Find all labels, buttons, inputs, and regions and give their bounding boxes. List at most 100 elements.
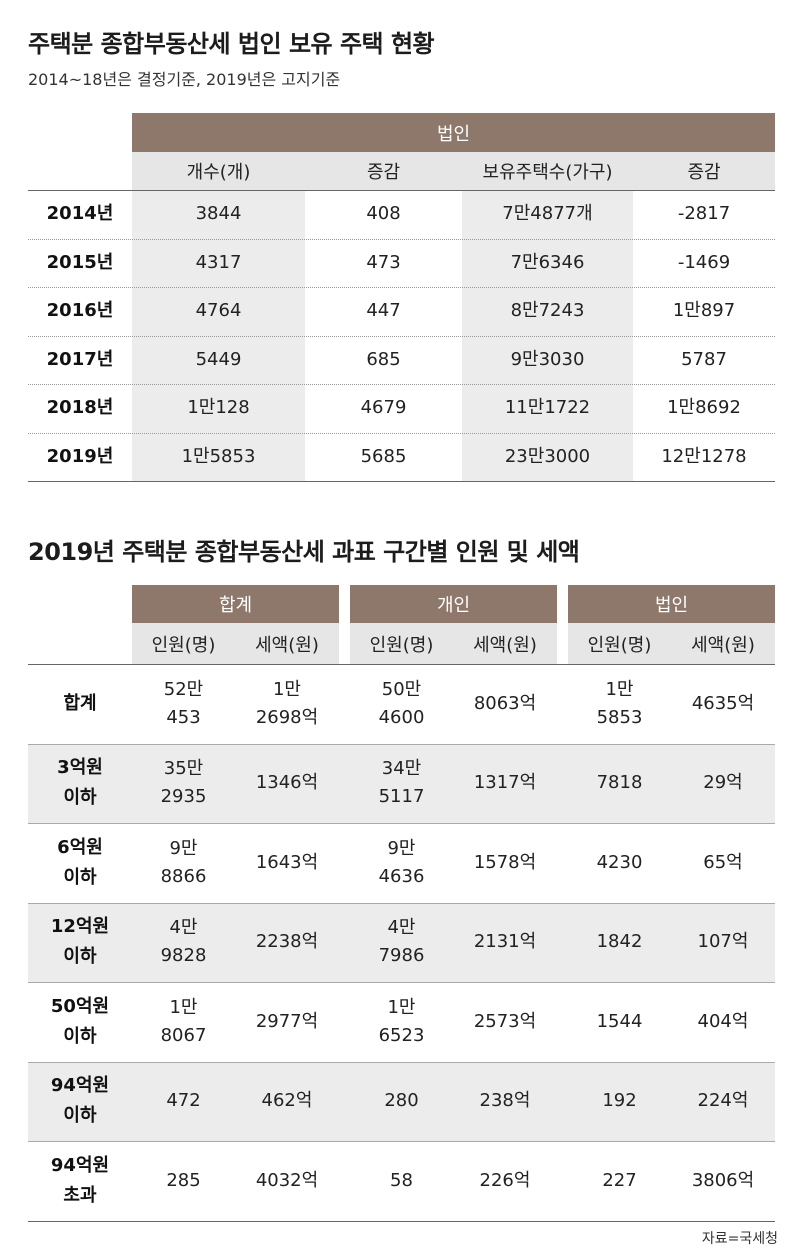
- row-shade: [28, 743, 775, 823]
- column-header: 증감: [305, 152, 462, 190]
- row-label: 합계: [63, 692, 97, 714]
- table-cell: 473: [366, 251, 401, 273]
- table-cell: 1643억: [255, 851, 319, 873]
- table-cell: 29억: [703, 772, 743, 794]
- row-label: 2015년: [46, 251, 114, 273]
- table-cell: 1842: [596, 931, 643, 953]
- row-shade: [28, 902, 775, 982]
- row-divider: [28, 743, 775, 745]
- row-label: 94억원 초과: [50, 1154, 110, 1206]
- table-cell: 8063억: [473, 692, 537, 714]
- row-label: 2014년: [46, 203, 114, 225]
- table-cell: 285: [166, 1169, 201, 1191]
- table-cell: 9만 8866: [160, 837, 207, 887]
- table-cell: -1469: [677, 251, 731, 273]
- table-cell: 238억: [479, 1090, 531, 1112]
- table-cell: 404억: [697, 1010, 749, 1032]
- group-header: 합계: [132, 585, 339, 623]
- table-cell: 11만1722: [504, 397, 591, 419]
- table-cell: 58: [390, 1169, 413, 1191]
- column-header: 개수(개): [132, 152, 305, 190]
- column-header: 세액(원): [453, 623, 557, 664]
- table-cell: 2573억: [473, 1010, 537, 1032]
- header-rule: [28, 190, 775, 191]
- table-cell: 1만128: [187, 397, 250, 419]
- table-cell: 35만 2935: [160, 758, 207, 808]
- table-cell: 9만3030: [510, 348, 585, 370]
- row-divider: [28, 335, 775, 337]
- column-header: 보유주택수(가구): [462, 152, 633, 190]
- row-divider: [28, 1061, 775, 1063]
- table-cell: 685: [366, 348, 401, 370]
- table-cell: 4764: [195, 300, 242, 322]
- table-cell: 1만897: [672, 300, 736, 322]
- source-note: 자료=국세청: [701, 1231, 778, 1247]
- table-cell: 1578억: [473, 851, 537, 873]
- table1-title: 주택분 종합부동산세 법인 보유 주택 현황: [28, 30, 435, 58]
- row-label: 2019년: [46, 445, 114, 467]
- row-label: 50억원 이하: [50, 995, 110, 1047]
- row-divider: [28, 982, 775, 983]
- table-cell: 7818: [596, 772, 643, 794]
- row-label: 12억원 이하: [50, 916, 110, 968]
- row-shade: [28, 1061, 775, 1141]
- table-cell: 9만 4636: [378, 837, 425, 887]
- table-cell: 4만 7986: [378, 917, 425, 967]
- table-cell: 408: [366, 203, 401, 225]
- table-cell: 1만8692: [667, 397, 741, 419]
- row-label: 2016년: [46, 300, 114, 322]
- row-label: 3억원 이하: [57, 757, 103, 809]
- table-cell: 52만 453: [163, 678, 204, 728]
- row-label: 6억원 이하: [57, 836, 103, 888]
- table-cell: 3806억: [691, 1169, 755, 1191]
- table-cell: 7만4877개: [502, 203, 593, 225]
- table-cell: 107억: [697, 931, 749, 953]
- table-cell: 226억: [479, 1169, 531, 1191]
- table-cell: 1346억: [255, 772, 319, 794]
- column-header: 증감: [633, 152, 775, 190]
- table2-title: 2019년 주택분 종합부동산세 과표 구간별 인원 및 세액: [28, 538, 580, 566]
- table-cell: 1만 2698억: [255, 678, 319, 728]
- table-cell: 12만1278: [661, 445, 747, 467]
- group-header: 개인: [350, 585, 557, 623]
- table-cell: 4만 9828: [160, 917, 207, 967]
- column-header: 세액(원): [671, 623, 775, 664]
- table-cell: 2131억: [473, 931, 537, 953]
- table-cell: 1만 6523: [378, 996, 425, 1046]
- table-cell: 23만3000: [504, 445, 591, 467]
- table-cell: 2977억: [255, 1010, 319, 1032]
- table-bottom-rule: [28, 1220, 775, 1222]
- table-cell: 7만6346: [510, 251, 585, 273]
- table-cell: 1만5853: [181, 445, 256, 467]
- table-cell: 50만 4600: [378, 678, 425, 728]
- table-cell: 4230: [596, 851, 643, 873]
- table-cell: 4635억: [691, 692, 755, 714]
- row-label: 94억원 이하: [50, 1075, 110, 1127]
- row-label: 2017년: [46, 348, 114, 370]
- table-cell: 1317억: [473, 772, 537, 794]
- group-header: 법인: [568, 585, 775, 623]
- table-cell: 34만 5117: [378, 758, 425, 808]
- group-header-corporate: 법인: [132, 113, 775, 152]
- row-divider: [28, 384, 775, 385]
- row-divider: [28, 287, 775, 288]
- table-cell: 192: [602, 1090, 637, 1112]
- row-label: 2018년: [46, 397, 114, 419]
- table-cell: 1544: [596, 1010, 643, 1032]
- table-cell: -2817: [677, 203, 731, 225]
- table-cell: 5787: [681, 348, 727, 370]
- row-divider: [28, 902, 775, 904]
- row-divider: [28, 432, 775, 434]
- table-cell: 4032억: [255, 1169, 319, 1191]
- row-divider: [28, 823, 775, 824]
- table-cell: 8만7243: [510, 300, 585, 322]
- table-cell: 2238억: [255, 931, 319, 953]
- column-header: 인원(명): [568, 623, 671, 664]
- table-cell: 4317: [195, 251, 242, 273]
- column-header: 인원(명): [132, 623, 235, 664]
- table-cell: 1만 5853: [596, 678, 643, 728]
- table-cell: 4679: [360, 397, 407, 419]
- row-divider: [28, 1141, 775, 1142]
- table-cell: 280: [384, 1090, 419, 1112]
- table-cell: 472: [166, 1090, 201, 1112]
